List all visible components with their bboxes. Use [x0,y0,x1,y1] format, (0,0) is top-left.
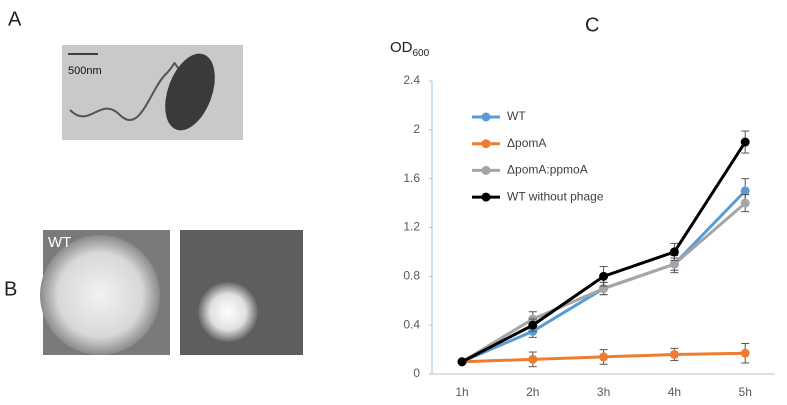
y-tick-label: 1.2 [403,220,420,234]
plaque [40,235,160,355]
x-tick-label: 2h [526,385,539,399]
legend-marker [481,192,491,202]
legend-label: ΔpomA:ppmoA [507,163,588,177]
y-tick-label: 2 [413,122,420,136]
plaque [198,282,258,342]
marker [740,198,750,208]
flagellum [69,62,181,121]
y-tick-label: 1.6 [403,171,420,185]
legend-marker [481,139,491,149]
y-tick-label: 0.8 [403,269,420,283]
panel-label: C [585,14,599,36]
y-axis-label: OD600 [390,39,430,59]
image-label: WT [48,234,71,251]
cell [165,53,215,131]
y-tick-label: 0.4 [403,317,420,331]
marker [669,247,679,257]
x-tick-label: 5h [739,385,752,399]
y-tick-label: 2.4 [403,73,420,87]
legend-marker [481,165,491,175]
marker [740,186,750,196]
series-line [461,141,747,364]
legend-label: WT without phage [507,189,604,203]
y-tick-label: 0 [413,366,420,380]
marker [528,320,538,330]
scale-bar-label: 500nm [68,65,102,77]
marker [740,348,750,358]
marker [599,352,609,362]
legend-label: WT [507,109,526,123]
marker [457,357,467,367]
x-tick-label: 3h [597,385,610,399]
marker [669,349,679,359]
panel-label: A [8,8,22,30]
x-tick-label: 1h [455,385,468,399]
panel-label: B [4,278,17,300]
marker [740,137,750,147]
marker [669,259,679,269]
legend-label: ΔpomA [507,136,546,150]
plot: 0 0.4 0.8 1.2 1.6 2 2.4 1h 2h 3h 4h 5h WT ΔpomA ΔpomA:… [403,73,775,399]
marker [528,354,538,364]
x-tick-label: 4h [668,385,681,399]
marker [599,271,609,281]
legend-marker [481,112,491,122]
